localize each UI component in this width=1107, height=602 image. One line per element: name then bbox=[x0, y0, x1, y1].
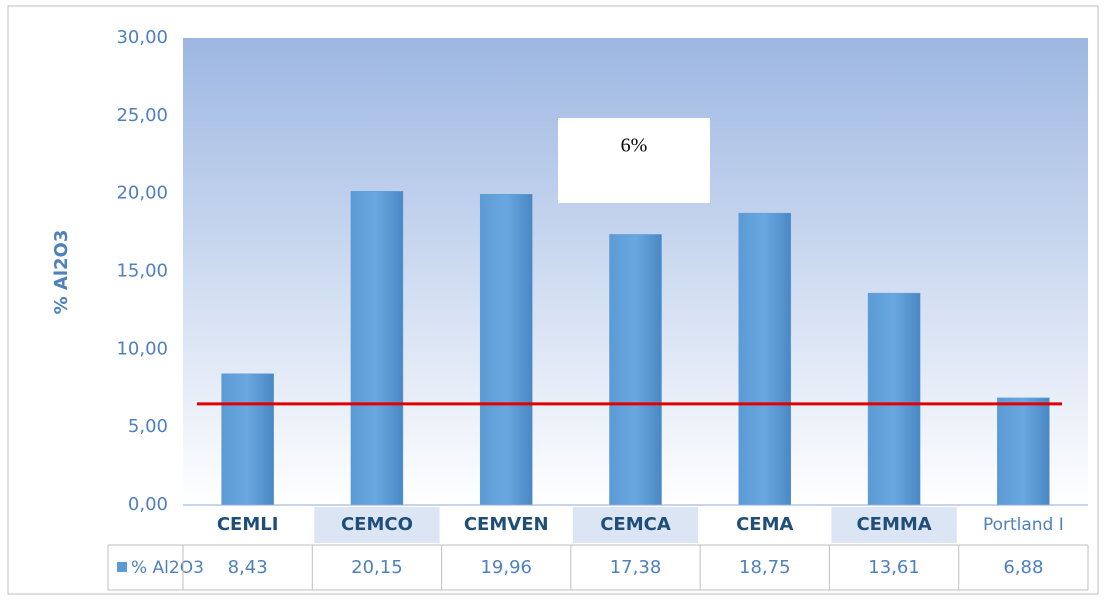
y-tick-label: 10,00 bbox=[116, 338, 168, 359]
category-cell bbox=[572, 507, 699, 543]
category-cell bbox=[314, 507, 440, 543]
x-tick-label: CEMMA bbox=[856, 514, 931, 535]
table-value: 17,38 bbox=[610, 557, 662, 578]
x-tick-label: CEMVEN bbox=[464, 514, 549, 535]
data-table: % Al2O3 bbox=[107, 544, 1088, 591]
y-tick-label: 15,00 bbox=[116, 261, 168, 282]
y-tick-label: 0,00 bbox=[128, 494, 168, 515]
legend-swatch bbox=[117, 562, 127, 572]
table-value: 20,15 bbox=[351, 557, 403, 578]
y-tick-label: 30,00 bbox=[116, 27, 168, 48]
annotation: 6% bbox=[621, 135, 648, 157]
y-tick-label: 5,00 bbox=[128, 416, 168, 437]
x-tick-label: CEMA bbox=[736, 514, 793, 535]
annotation-box bbox=[558, 118, 710, 203]
bar bbox=[867, 292, 921, 506]
bar bbox=[609, 234, 662, 506]
table-value: 13,61 bbox=[868, 557, 920, 578]
y-tick-label: 20,00 bbox=[116, 183, 168, 204]
legend-label: % Al2O3 bbox=[131, 558, 204, 578]
table-value: 8,43 bbox=[228, 557, 268, 578]
x-tick-label: Portland I bbox=[983, 515, 1064, 535]
table-value: 6,88 bbox=[1003, 557, 1043, 578]
y-tick-label: 25,00 bbox=[116, 105, 168, 126]
x-tick-label: CEMCO bbox=[341, 514, 413, 535]
bar bbox=[479, 194, 533, 506]
bar bbox=[350, 191, 404, 506]
x-tick-label: CEMCA bbox=[600, 514, 671, 535]
x-tick-label: CEMLI bbox=[217, 514, 279, 535]
bar bbox=[997, 397, 1050, 506]
y-axis-title: % Al2O3 bbox=[51, 230, 72, 315]
bar bbox=[738, 212, 792, 506]
category-cell bbox=[831, 507, 957, 543]
table-value: 19,96 bbox=[480, 557, 532, 578]
table-value: 18,75 bbox=[739, 557, 791, 578]
bar bbox=[221, 373, 274, 506]
